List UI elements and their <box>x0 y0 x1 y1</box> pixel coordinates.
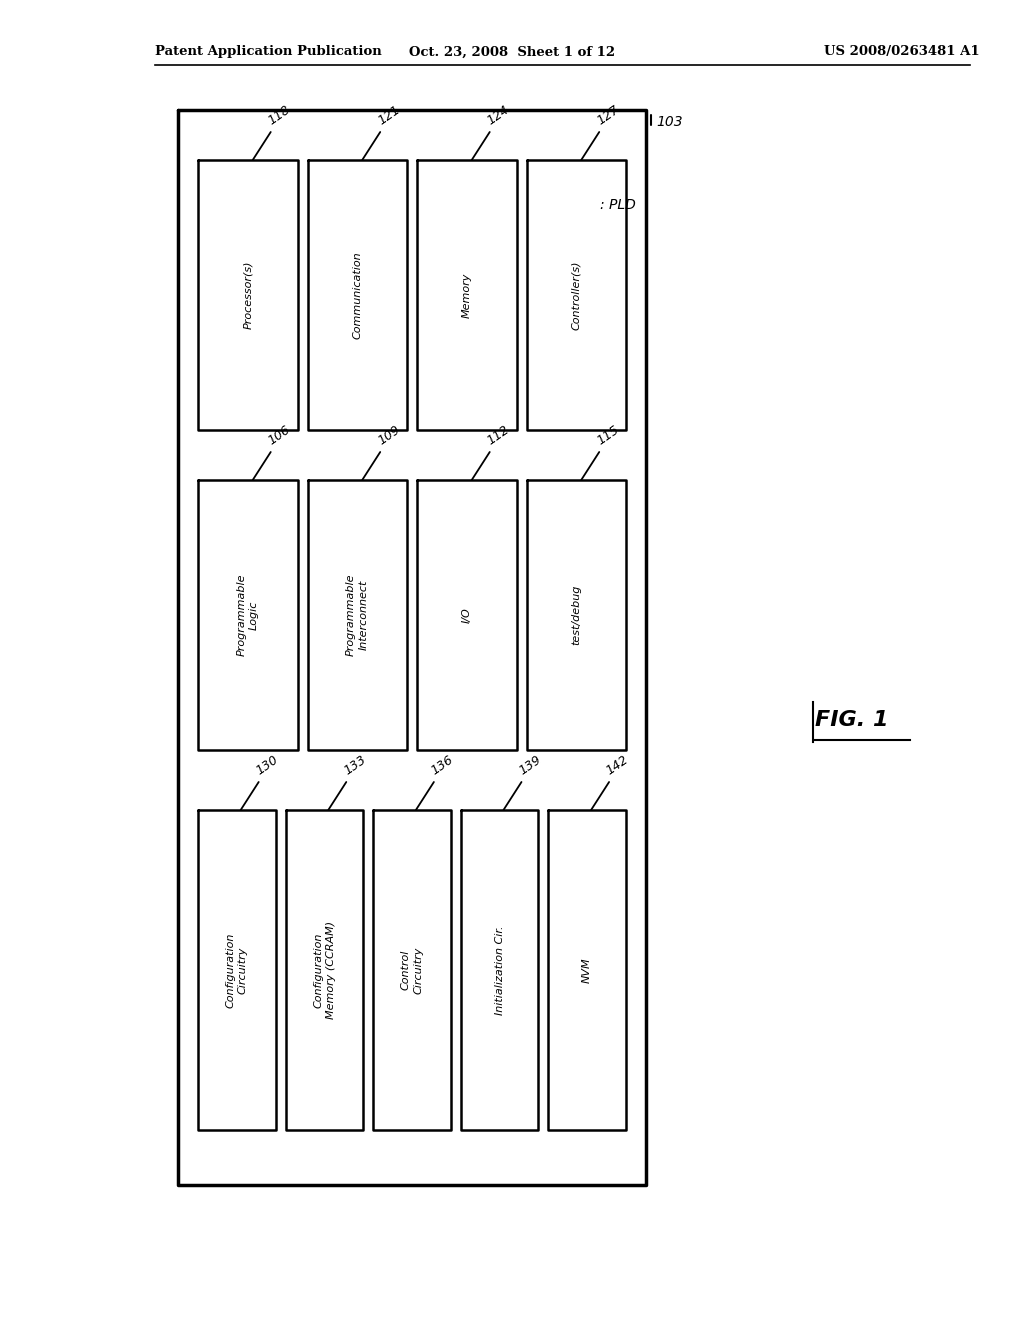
Text: Controller(s): Controller(s) <box>571 260 582 330</box>
Text: 136: 136 <box>429 752 456 777</box>
Text: FIG. 1: FIG. 1 <box>815 710 889 730</box>
Text: 133: 133 <box>341 752 369 777</box>
Text: 103: 103 <box>656 115 683 129</box>
Text: Memory: Memory <box>462 272 472 318</box>
Text: NVM: NVM <box>583 957 592 983</box>
Text: Communication: Communication <box>352 251 362 339</box>
Text: 112: 112 <box>484 422 512 447</box>
Text: 115: 115 <box>594 422 622 447</box>
Text: Programmable
Interconnect: Programmable Interconnect <box>346 574 369 656</box>
Text: Patent Application Publication: Patent Application Publication <box>155 45 382 58</box>
Text: 139: 139 <box>516 752 544 777</box>
Text: test/debug: test/debug <box>571 585 582 645</box>
Text: 130: 130 <box>254 752 281 777</box>
Text: Programmable
Logic: Programmable Logic <box>237 574 259 656</box>
Text: Oct. 23, 2008  Sheet 1 of 12: Oct. 23, 2008 Sheet 1 of 12 <box>409 45 615 58</box>
Text: Processor(s): Processor(s) <box>243 261 253 329</box>
Text: Configuration
Circuitry: Configuration Circuitry <box>225 932 248 1007</box>
Text: 121: 121 <box>375 103 402 127</box>
Text: 124: 124 <box>484 103 512 127</box>
Text: Configuration
Memory (CCRAM): Configuration Memory (CCRAM) <box>313 921 336 1019</box>
Text: Initialization Cir.: Initialization Cir. <box>495 925 505 1015</box>
Text: 106: 106 <box>265 422 293 447</box>
Text: 142: 142 <box>604 752 631 777</box>
Text: Control
Circuitry: Control Circuitry <box>400 946 423 994</box>
Text: I/O: I/O <box>462 607 472 623</box>
Text: 127: 127 <box>594 103 622 127</box>
Text: 118: 118 <box>265 103 293 127</box>
Text: 109: 109 <box>375 422 402 447</box>
Text: US 2008/0263481 A1: US 2008/0263481 A1 <box>824 45 980 58</box>
Text: : PLD: : PLD <box>600 198 636 213</box>
